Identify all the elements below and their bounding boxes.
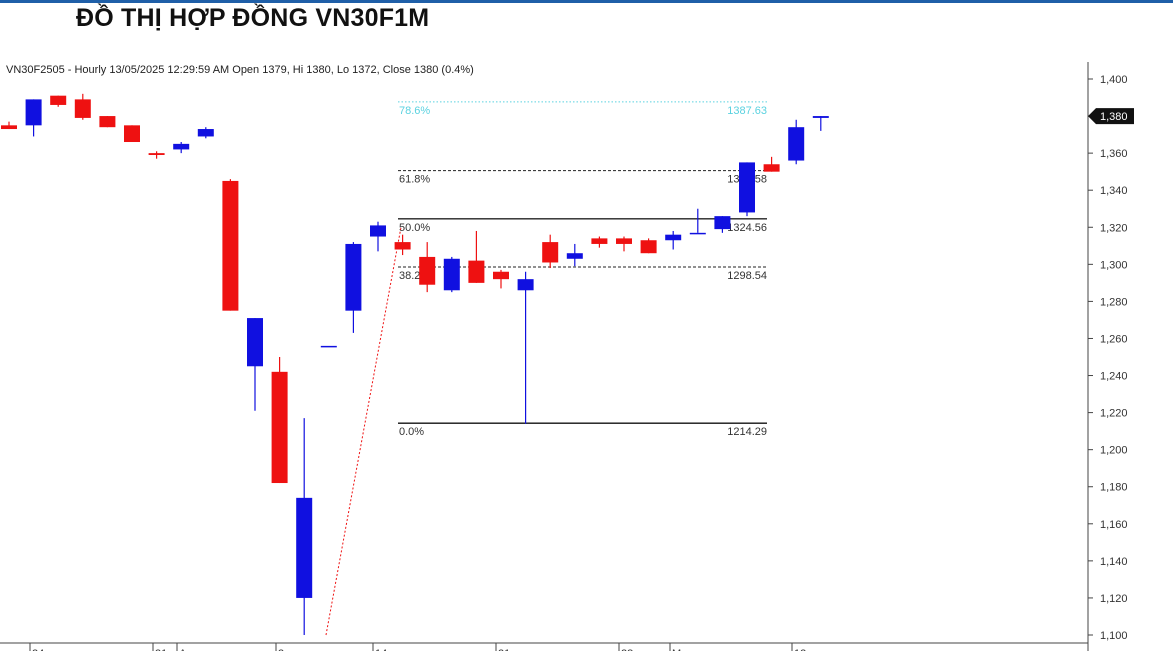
price-tick-label: 1,360 [1100, 148, 1128, 160]
candle-body [665, 234, 682, 241]
candle-body [345, 243, 362, 311]
candle-body [148, 153, 165, 155]
time-tick-label: 12 [794, 648, 806, 651]
candle-body [566, 253, 583, 259]
page-title: ĐỒ THỊ HỢP ĐỒNG VN30F1M [76, 4, 430, 32]
fib-level-percent: 50.0% [399, 222, 430, 234]
fib-level-value: 1214.29 [727, 426, 767, 438]
candle-body [271, 371, 288, 484]
price-tick-label: 1,100 [1100, 630, 1128, 642]
candle-body [542, 242, 559, 263]
candle-body [812, 116, 829, 118]
candle-body [296, 497, 313, 598]
price-tick-label: 1,140 [1100, 556, 1128, 568]
candle-body [247, 318, 263, 367]
price-tick-label: 1,400 [1100, 74, 1128, 86]
candle-body [517, 279, 534, 291]
time-tick-label: 24 [32, 648, 44, 651]
candle-body [74, 99, 91, 118]
price-tick-label: 1,220 [1100, 408, 1128, 420]
candle-body [616, 238, 632, 244]
time-tick-label: 28 [621, 648, 633, 651]
time-axis: 24 31 Apr 3 14 21 28 May 12 [29, 643, 806, 651]
fib-level-value: 1324.56 [727, 222, 767, 234]
price-tick-label: 1,280 [1100, 296, 1128, 308]
price-tick-label: 1,200 [1100, 445, 1128, 457]
candle-body [788, 127, 805, 161]
candle-body [468, 260, 485, 283]
retracement-trendline [325, 227, 402, 636]
fib-level-value: 1387.63 [727, 105, 767, 117]
candle-body [419, 256, 436, 285]
last-price-tag [1088, 108, 1134, 125]
trendline-layer [325, 227, 402, 636]
candle-body [197, 129, 214, 137]
time-tick-label: May [672, 648, 693, 651]
candle-body [591, 238, 608, 244]
candle-body [50, 95, 67, 105]
candle-body [1, 125, 17, 130]
price-tick-label: 1,300 [1100, 259, 1128, 271]
price-tick-label: 1,120 [1100, 593, 1128, 605]
candle-body [173, 143, 190, 150]
candle-body [124, 125, 140, 143]
candle-body [394, 242, 411, 250]
candle-body [689, 232, 706, 235]
chart-info-line: VN30F2505 - Hourly 13/05/2025 12:29:59 A… [6, 64, 474, 76]
price-tick-label: 1,180 [1100, 482, 1128, 494]
fib-level-value: 1298.54 [727, 270, 767, 282]
candles [1, 93, 829, 635]
price-tick-label: 1,240 [1100, 371, 1128, 383]
fib-level-percent: 0.0% [399, 426, 424, 438]
candle-body [222, 180, 239, 311]
candle-body [739, 162, 755, 213]
time-tick-label: 14 [375, 648, 387, 651]
time-tick-label: 3 [278, 648, 284, 651]
candle-body [640, 240, 657, 254]
price-tick-label: 1,260 [1100, 333, 1128, 345]
price-tick-label: 1,160 [1100, 519, 1128, 531]
candle-body [370, 225, 386, 237]
fib-level-percent: 61.8% [399, 174, 430, 186]
top-accent-bar [0, 0, 1173, 3]
time-tick-label: 31 [155, 648, 167, 651]
candle-body [320, 345, 337, 348]
last-price-label: 1,380 [1100, 111, 1128, 123]
fibonacci-levels: 78.6%1387.6361.8%1350.5850.0%1324.5638.2… [398, 101, 767, 438]
candle-body [714, 216, 731, 230]
price-tick-label: 1,340 [1100, 185, 1128, 197]
candle-body [99, 116, 116, 128]
candle-body [25, 99, 42, 126]
candle-body [493, 271, 509, 280]
fib-level-percent: 78.6% [399, 105, 430, 117]
price-axis: 1,100 1,120 1,140 1,160 1,180 1,200 1,220 1,240… [0, 62, 1134, 651]
price-tick-label: 1,320 [1100, 222, 1128, 234]
candle-body [763, 164, 780, 172]
candle-body [443, 258, 460, 291]
time-tick-label: 21 [498, 648, 510, 651]
time-tick-label: Apr [179, 648, 196, 651]
